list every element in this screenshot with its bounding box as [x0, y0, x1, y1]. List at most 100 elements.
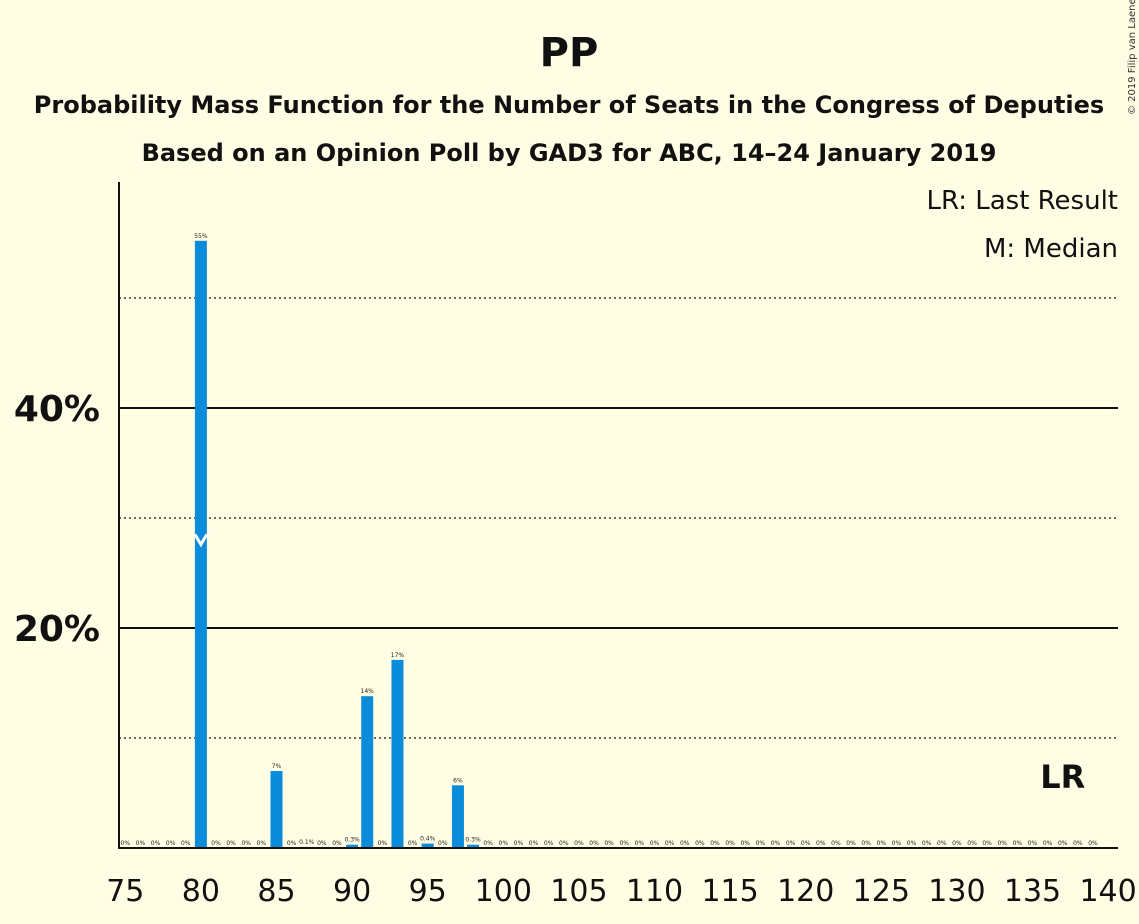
bar: [346, 844, 359, 848]
x-tick-label: 120: [777, 874, 834, 909]
bar-value-label: 0%: [846, 840, 856, 847]
bar-value-label: 0%: [408, 840, 418, 847]
bar-value-label: 0%: [952, 840, 962, 847]
bar-value-label: 0%: [332, 840, 342, 847]
bar-value-label: 0.4%: [420, 836, 436, 843]
x-tick-label: 105: [550, 874, 607, 909]
x-tick-label: 115: [701, 874, 758, 909]
bar-value-label: 55%: [194, 233, 208, 240]
bar-value-label: 0%: [665, 840, 675, 847]
bar-value-label: 0%: [695, 840, 705, 847]
chart-subtitle-poll: Based on an Opinion Poll by GAD3 for ABC…: [142, 139, 997, 167]
bar-value-label: 0%: [589, 840, 599, 847]
bar-value-label: 0%: [241, 840, 251, 847]
bar-value-label: 0%: [635, 840, 645, 847]
bar-value-label: 0%: [287, 840, 297, 847]
bar-value-label: 6%: [453, 777, 463, 784]
legend-last-result: LR: Last Result: [926, 186, 1118, 216]
bar-value-label: 0%: [892, 840, 902, 847]
bar-value-label: 0%: [136, 840, 146, 847]
bar-value-label: 14%: [361, 688, 375, 695]
x-tick-label: 135: [1004, 874, 1061, 909]
bar-value-label: 0.3%: [344, 837, 360, 844]
bar-value-label: 0%: [982, 840, 992, 847]
bar: [391, 659, 404, 848]
bar-value-label: 0%: [121, 840, 131, 847]
bar-value-label: 0%: [801, 840, 811, 847]
x-tick-label: 140: [1079, 874, 1136, 909]
bar: [361, 696, 374, 848]
bar-value-label: 0%: [997, 840, 1007, 847]
bar-value-label: 0%: [317, 840, 327, 847]
bar-value-label: 0%: [544, 840, 554, 847]
bar: [270, 771, 283, 848]
x-tick-label: 80: [182, 874, 220, 909]
copyright-text: © 2019 Filip van Laenen: [1127, 0, 1138, 115]
bar-value-label: 0%: [499, 840, 509, 847]
bar-value-label: 0%: [483, 840, 493, 847]
bar-value-label: 0%: [211, 840, 221, 847]
bar-value-label: 0%: [907, 840, 917, 847]
x-tick-label: 75: [106, 874, 144, 909]
bar-value-label: 0%: [710, 840, 720, 847]
legend-median: M: Median: [984, 234, 1118, 264]
bar-value-label: 0%: [786, 840, 796, 847]
bar-value-label: 0%: [680, 840, 690, 847]
bar-value-label: 0%: [559, 840, 569, 847]
y-tick-label: 40%: [14, 389, 100, 430]
chart-subtitle: Probability Mass Function for the Number…: [34, 91, 1104, 119]
median-marker: [193, 533, 209, 548]
bar-value-label: 0%: [1013, 840, 1023, 847]
x-tick-label: 125: [853, 874, 910, 909]
bar-value-label: 0%: [514, 840, 524, 847]
bar-value-label: 0%: [816, 840, 826, 847]
x-tick-labels: 75 80 85 90 95 100 105 110 115 120 125 130 135 140: [106, 874, 1137, 909]
bar-value-label: 0%: [529, 840, 539, 847]
y-tick-labels: 20% 40%: [14, 389, 100, 650]
bar-value-label: 0%: [151, 840, 161, 847]
bar-value-label: 0%: [604, 840, 614, 847]
bar-value-label: 0%: [740, 840, 750, 847]
bar-value-label: 0%: [650, 840, 660, 847]
bar-value-label: 0%: [877, 840, 887, 847]
bar-value-label: 0%: [181, 840, 191, 847]
bar-value-label: 0%: [574, 840, 584, 847]
axes: [118, 182, 1118, 849]
bar-value-label: 0%: [771, 840, 781, 847]
bar-value-label: 0%: [1088, 840, 1098, 847]
bars-group: 0% 0% 0% 0% 0%55%0% 0% 0% 0%7%0% 0.1% 0% 0% 0.3%14%…: [121, 233, 1098, 849]
x-tick-label: 90: [333, 874, 371, 909]
x-tick-label: 130: [928, 874, 985, 909]
last-result-marker: LR: [1040, 758, 1085, 796]
bar-value-label: 0.3%: [465, 837, 481, 844]
bar-value-label: 0%: [257, 840, 267, 847]
bar-value-label: 0%: [937, 840, 947, 847]
grid-lines: [119, 297, 1118, 739]
bar-value-label: 0%: [378, 840, 388, 847]
bar: [421, 843, 434, 848]
bar-value-label: 0%: [831, 840, 841, 847]
bar-value-label: 0%: [922, 840, 932, 847]
bar-value-label: 0%: [438, 840, 448, 847]
bar: [451, 785, 464, 848]
x-tick-label: 85: [257, 874, 295, 909]
bar-value-label: 0%: [967, 840, 977, 847]
bar-value-label: 0%: [166, 840, 176, 847]
bar-value-label: 0%: [1028, 840, 1038, 847]
bar-value-label: 0%: [1043, 840, 1053, 847]
bar-value-label: 0%: [1058, 840, 1068, 847]
chart-title: PP: [540, 30, 599, 76]
x-tick-label: 95: [409, 874, 447, 909]
x-tick-label: 110: [626, 874, 683, 909]
x-tick-label: 100: [475, 874, 532, 909]
bar-value-label: 0%: [619, 840, 629, 847]
bar: [467, 844, 480, 848]
bar-value-label: 0%: [226, 840, 236, 847]
bar-value-label: 0%: [756, 840, 766, 847]
bar-value-label: 7%: [272, 763, 282, 770]
bar-value-label: 0%: [725, 840, 735, 847]
bar-value-label: 0%: [861, 840, 871, 847]
y-tick-label: 20%: [14, 609, 100, 650]
bar-value-label: 17%: [391, 652, 405, 659]
